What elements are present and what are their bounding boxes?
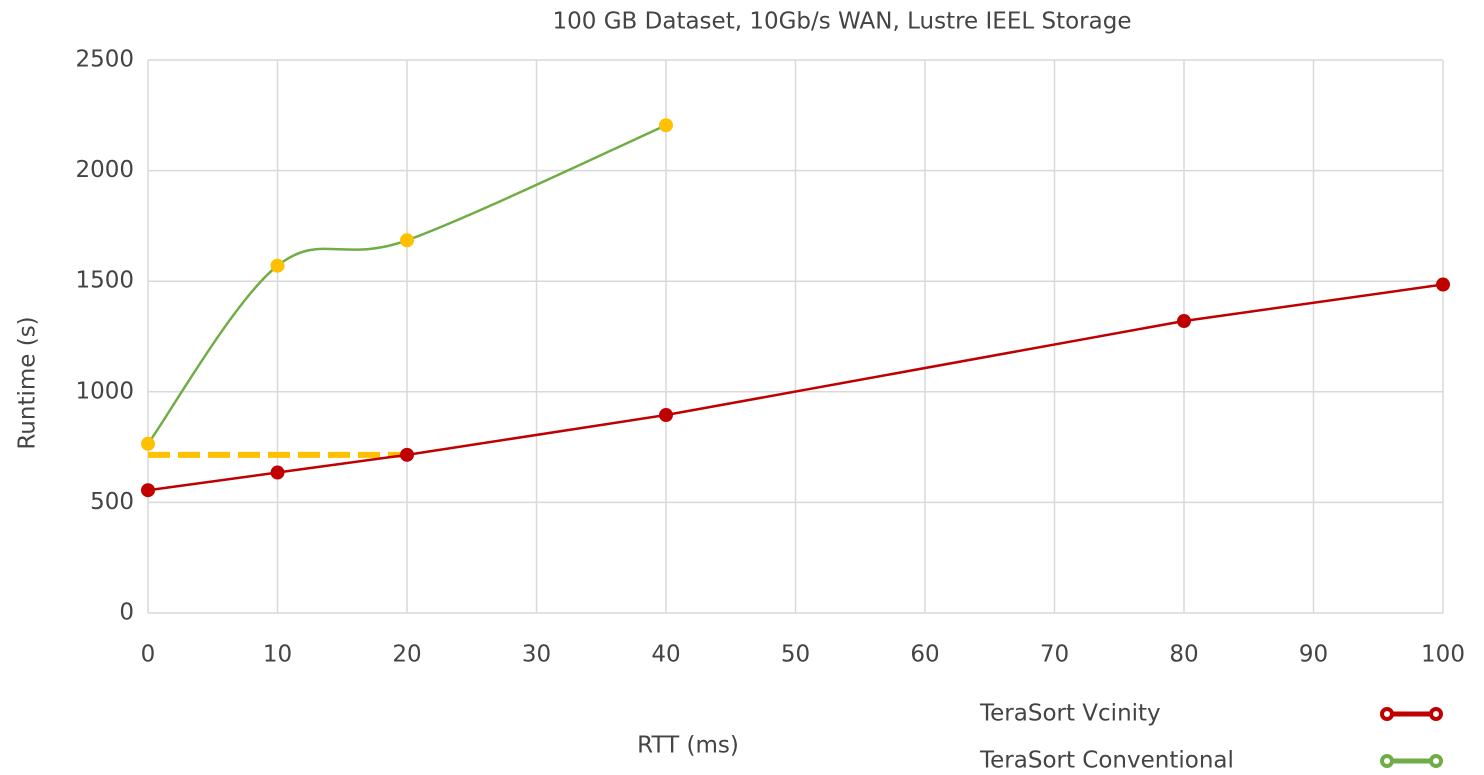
data-point bbox=[400, 233, 414, 248]
y-tick-label: 1500 bbox=[75, 268, 134, 294]
data-point bbox=[1436, 277, 1450, 292]
y-tick-label: 0 bbox=[119, 600, 134, 626]
data-point bbox=[659, 408, 673, 423]
legend-marker bbox=[1429, 707, 1443, 721]
data-point bbox=[141, 436, 155, 451]
y-axis-label: Runtime (s) bbox=[15, 316, 41, 449]
legend-label: TeraSort Conventional bbox=[979, 748, 1234, 774]
data-point bbox=[1177, 314, 1191, 329]
x-tick-label: 40 bbox=[651, 642, 680, 668]
chart-title: 100 GB Dataset, 10Gb/s WAN, Lustre IEEL … bbox=[553, 9, 1132, 35]
x-tick-label: 90 bbox=[1299, 642, 1328, 668]
x-tick-label: 10 bbox=[263, 642, 292, 668]
legend-marker bbox=[1380, 754, 1394, 768]
legend-marker bbox=[1429, 754, 1443, 768]
data-point bbox=[270, 258, 285, 273]
legend-marker bbox=[1380, 707, 1394, 721]
x-axis-label: RTT (ms) bbox=[637, 733, 739, 759]
x-tick-label: 50 bbox=[781, 642, 810, 668]
y-tick-label: 500 bbox=[90, 489, 134, 515]
data-point bbox=[400, 447, 414, 462]
x-tick-label: 20 bbox=[392, 642, 421, 668]
x-tick-label: 100 bbox=[1421, 642, 1465, 668]
y-tick-label: 2500 bbox=[75, 47, 134, 73]
series-line bbox=[146, 124, 667, 445]
data-point bbox=[270, 465, 285, 480]
data-point bbox=[659, 118, 673, 133]
x-tick-label: 0 bbox=[141, 642, 156, 668]
x-tick-label: 30 bbox=[522, 642, 551, 668]
data-point bbox=[141, 483, 155, 498]
y-tick-label: 1000 bbox=[75, 378, 134, 404]
x-tick-label: 70 bbox=[1040, 642, 1069, 668]
series-line bbox=[147, 283, 1444, 492]
legend-label: TeraSort Vcinity bbox=[979, 701, 1161, 727]
y-tick-label: 2000 bbox=[75, 157, 134, 183]
x-tick-label: 80 bbox=[1169, 642, 1198, 668]
x-tick-label: 60 bbox=[910, 642, 939, 668]
